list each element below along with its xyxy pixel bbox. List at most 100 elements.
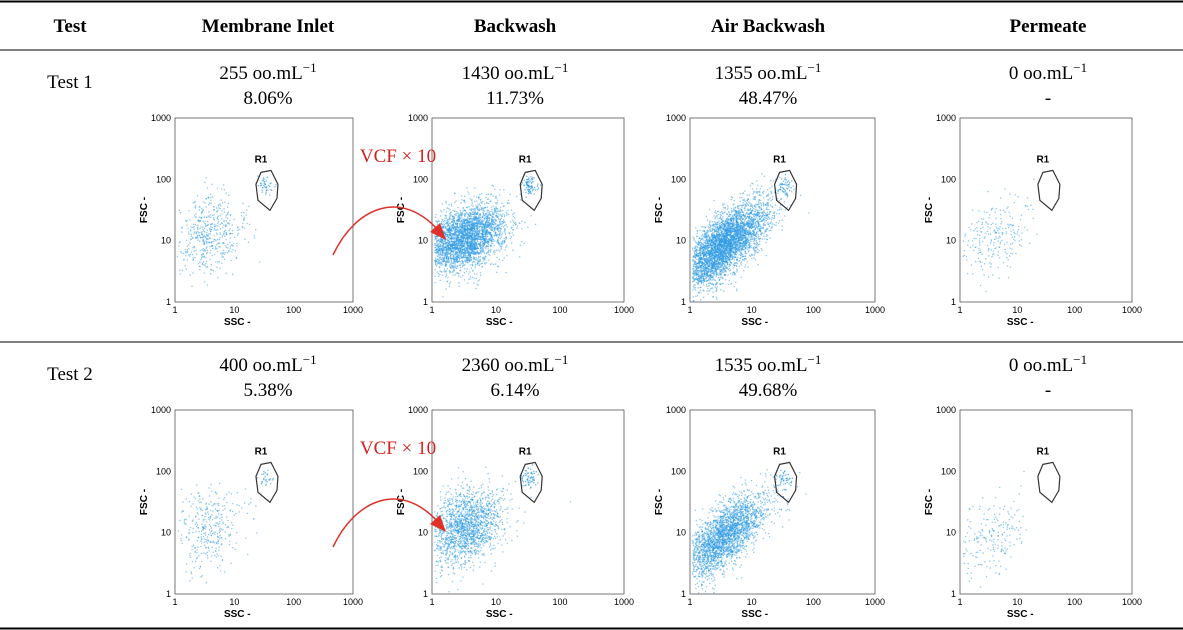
dot xyxy=(443,242,445,245)
dot xyxy=(206,251,209,254)
dot xyxy=(469,208,471,210)
dot xyxy=(449,216,451,218)
dot xyxy=(434,244,436,247)
dot xyxy=(194,215,196,217)
dot xyxy=(758,202,760,205)
dot xyxy=(752,183,754,185)
dot xyxy=(225,214,227,216)
dot xyxy=(455,246,457,248)
dot xyxy=(211,247,214,250)
dot xyxy=(716,286,719,288)
dot xyxy=(730,272,732,275)
dot xyxy=(462,244,465,247)
dot xyxy=(444,233,447,235)
dot xyxy=(478,209,481,212)
dot xyxy=(453,236,455,239)
dot xyxy=(437,255,439,257)
dot xyxy=(482,207,484,209)
dot xyxy=(492,212,494,214)
dot xyxy=(497,218,500,220)
dot xyxy=(461,232,463,234)
dot xyxy=(190,238,192,241)
dot xyxy=(753,197,756,199)
dot xyxy=(472,252,474,254)
dot xyxy=(731,197,733,199)
dot xyxy=(461,251,464,253)
dot xyxy=(512,229,515,231)
dot xyxy=(470,221,473,223)
dot xyxy=(485,215,487,218)
dot xyxy=(475,222,477,225)
dot xyxy=(196,195,199,197)
dot xyxy=(192,272,194,274)
dot xyxy=(727,247,729,249)
dot xyxy=(482,215,484,217)
dot xyxy=(503,230,505,232)
dot xyxy=(458,249,460,251)
dot xyxy=(490,245,492,247)
dot xyxy=(219,203,221,205)
count-text: 255 oo.mL−1 xyxy=(219,60,316,84)
dot xyxy=(695,227,697,229)
dot xyxy=(434,252,436,254)
dot xyxy=(216,216,219,218)
dot xyxy=(472,225,475,227)
dot xyxy=(444,257,446,259)
dot xyxy=(463,233,465,236)
dot xyxy=(223,184,225,186)
dot xyxy=(454,214,456,216)
dot xyxy=(209,245,211,248)
dot xyxy=(473,239,475,241)
dot xyxy=(460,257,462,259)
dot xyxy=(519,244,521,246)
gate-dot xyxy=(531,181,533,183)
dot xyxy=(475,200,478,202)
dot xyxy=(493,224,495,226)
dot xyxy=(444,251,446,254)
dot xyxy=(442,248,444,251)
dot xyxy=(452,223,455,226)
dot xyxy=(490,220,493,223)
dot xyxy=(452,262,455,264)
dot xyxy=(465,247,468,249)
dot xyxy=(230,233,232,235)
dot xyxy=(456,220,458,222)
dot xyxy=(484,259,486,261)
dot xyxy=(487,251,489,253)
dot xyxy=(472,261,475,263)
dot xyxy=(209,227,211,230)
dot xyxy=(770,211,772,213)
dot xyxy=(716,266,718,268)
dot xyxy=(445,244,447,246)
dot xyxy=(231,224,233,226)
dot xyxy=(731,255,733,257)
dot xyxy=(480,209,482,211)
dot xyxy=(714,222,716,224)
dot xyxy=(484,242,487,244)
dot xyxy=(222,226,224,229)
gate-dot xyxy=(528,189,530,191)
dot xyxy=(751,253,753,255)
dot xyxy=(216,217,218,219)
dot xyxy=(706,238,708,241)
dot xyxy=(447,222,449,225)
dot xyxy=(449,234,451,236)
dot xyxy=(733,219,735,222)
dot xyxy=(441,211,443,213)
dot xyxy=(462,249,464,251)
dot xyxy=(469,252,471,254)
dot xyxy=(199,227,201,230)
dot xyxy=(186,250,188,253)
dot xyxy=(483,233,485,236)
dot xyxy=(463,254,465,256)
dot xyxy=(467,250,470,252)
dot xyxy=(709,273,711,276)
dot xyxy=(480,263,483,265)
dot xyxy=(501,233,503,236)
dot xyxy=(740,254,742,257)
dot xyxy=(225,216,227,218)
dot xyxy=(445,253,447,256)
dot xyxy=(216,210,218,213)
dot xyxy=(213,228,216,230)
dot xyxy=(771,218,773,221)
